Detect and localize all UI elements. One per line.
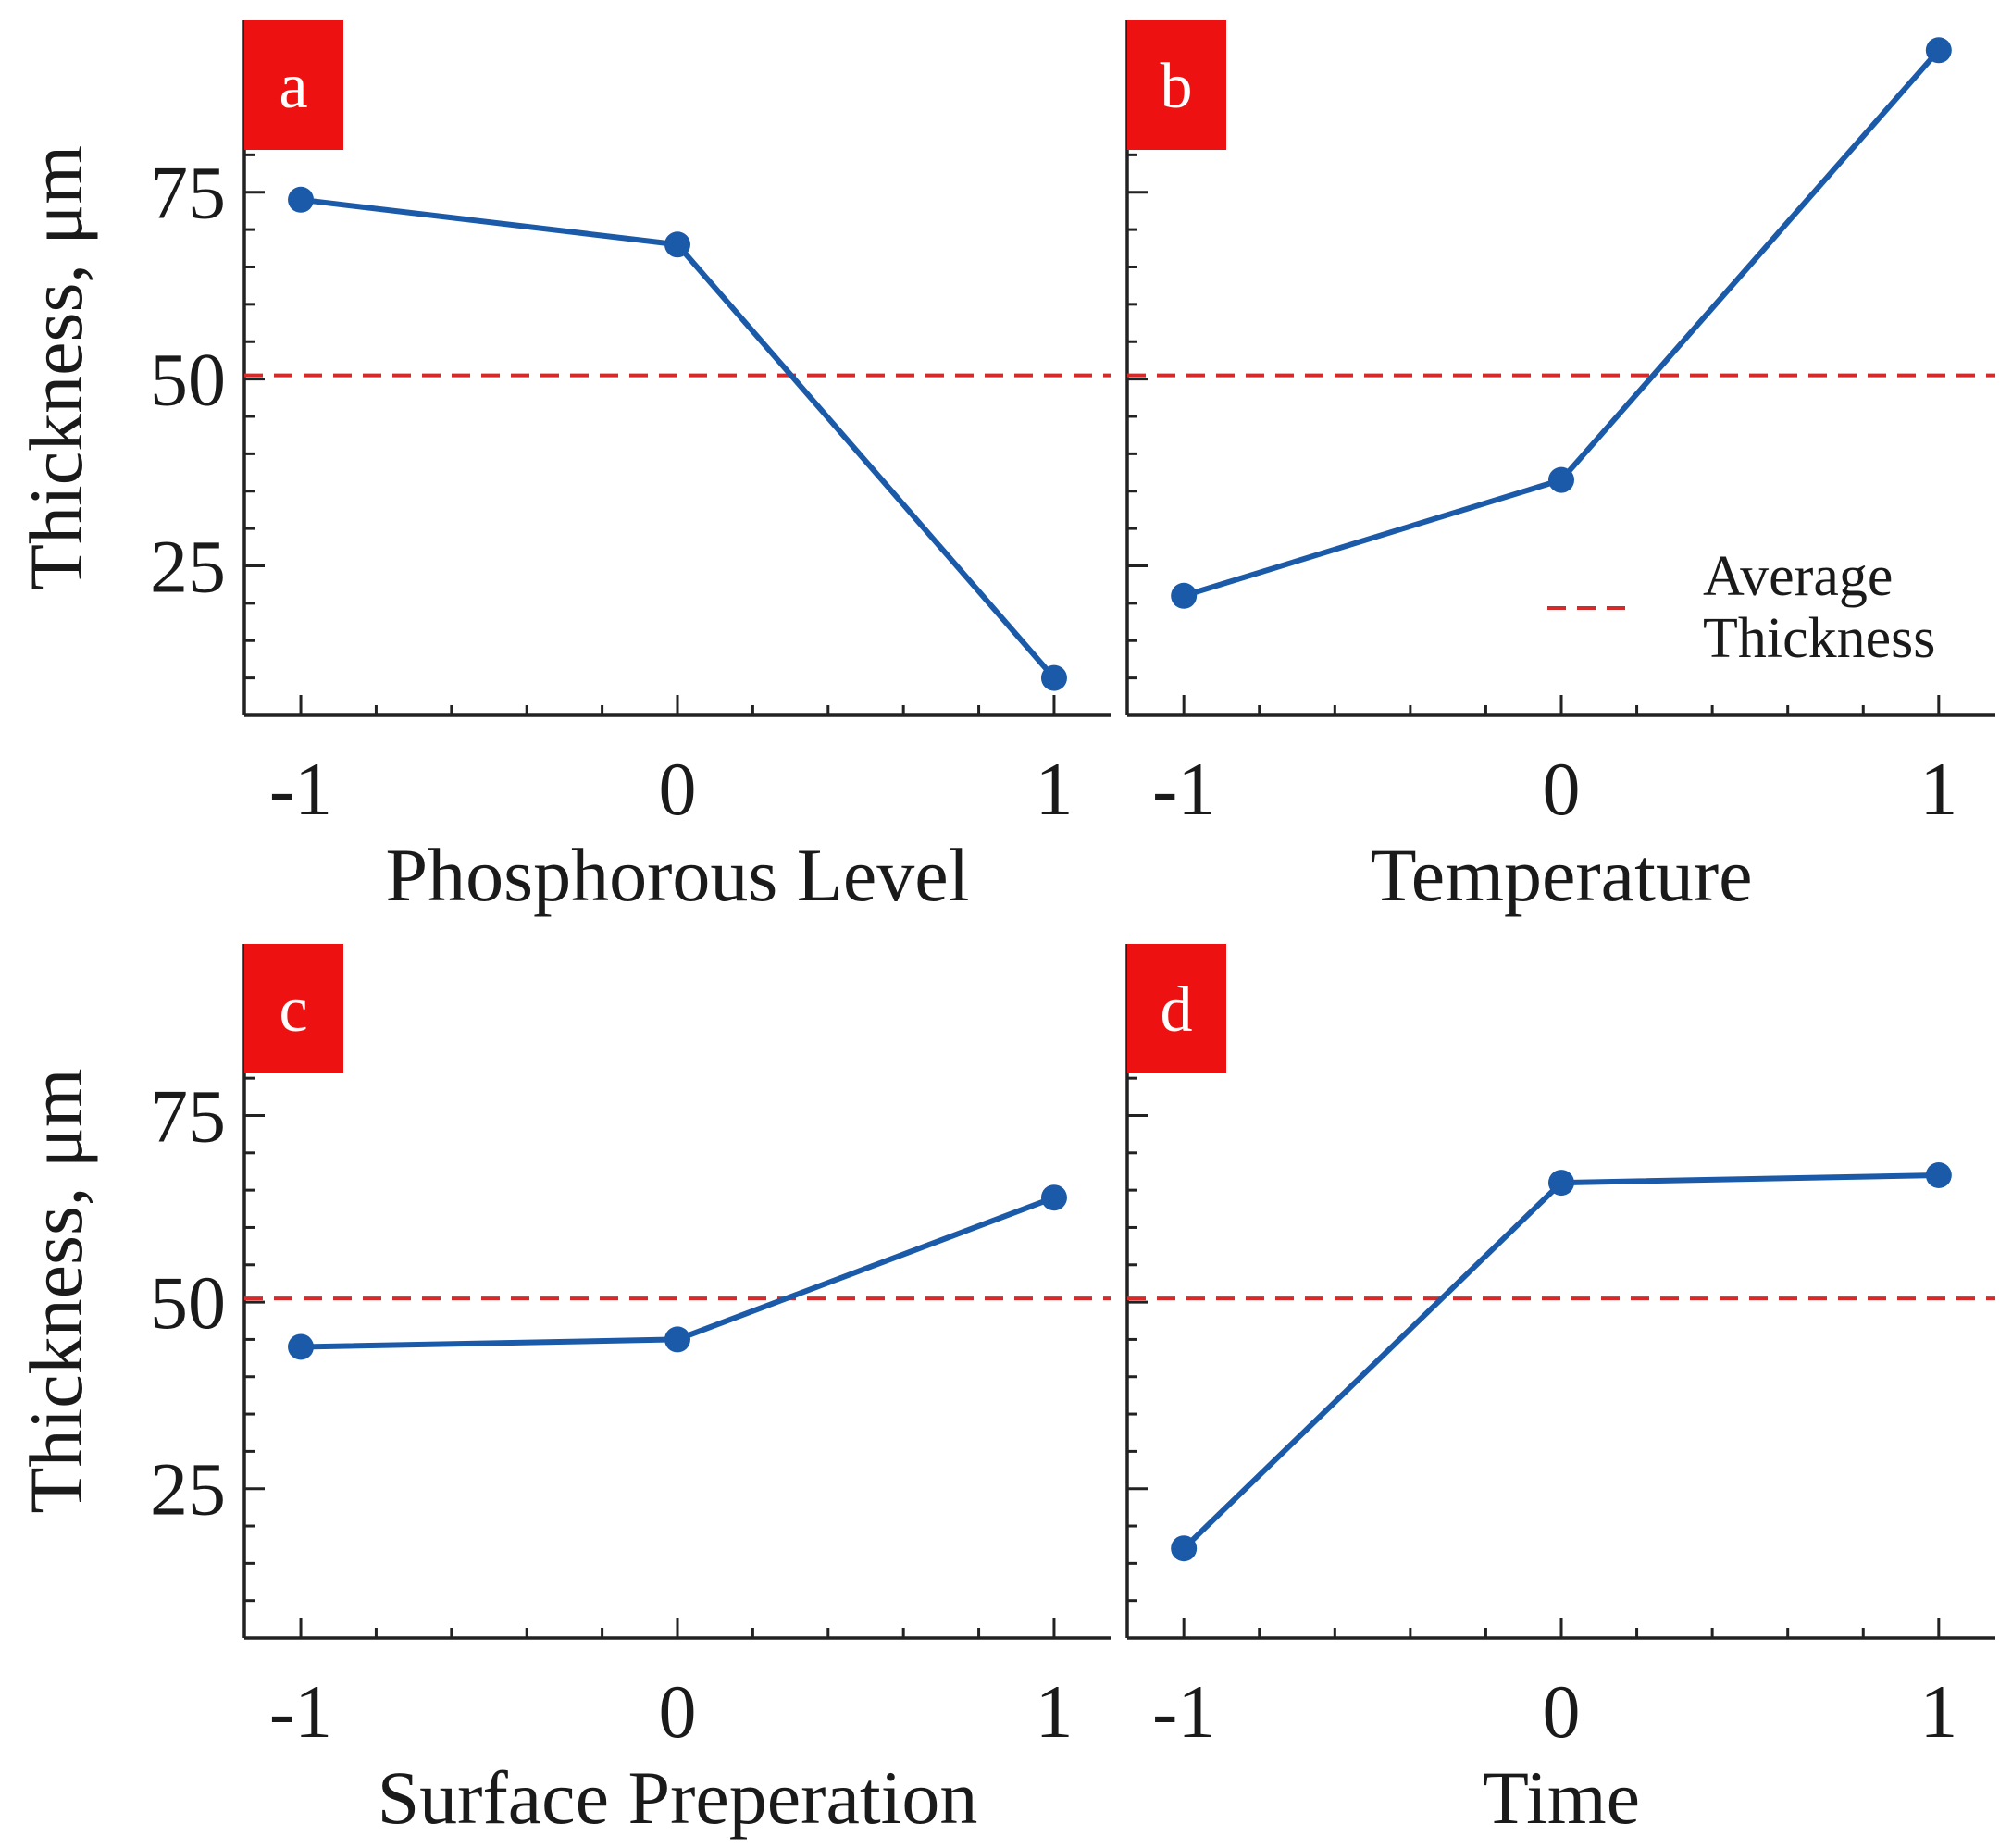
data-point: [1925, 37, 1952, 64]
x-axis-label: Phosphorous Level: [386, 833, 970, 917]
x-tick-label: 1: [1919, 747, 1957, 831]
panel-label-box: [244, 20, 343, 150]
data-point: [1040, 664, 1067, 691]
panel-label-box: [244, 944, 343, 1073]
y-axis-label: Thickness, μm: [14, 145, 98, 590]
y-axis-label: Thickness, μm: [14, 1068, 98, 1513]
x-tick-label: -1: [1152, 1669, 1215, 1754]
x-tick-label: 1: [1919, 1669, 1957, 1754]
x-axis-label: Time: [1483, 1755, 1640, 1840]
data-point: [1548, 466, 1574, 493]
x-tick-label: 0: [659, 747, 697, 831]
data-point: [1171, 1535, 1198, 1562]
panel-label: a: [279, 51, 307, 122]
series-line: [300, 1195, 1056, 1350]
panel-label: d: [1161, 974, 1193, 1046]
panel-label: c: [279, 974, 307, 1046]
panel-label: b: [1161, 51, 1193, 122]
data-point: [664, 231, 690, 258]
series-line: [1182, 1172, 1939, 1551]
data-point: [288, 186, 315, 213]
x-axis-label: Surface Preperation: [378, 1755, 978, 1840]
data-point: [1548, 1170, 1574, 1197]
legend-label-line2: Thickness: [1703, 607, 1935, 670]
y-tick-label: 50: [150, 1260, 226, 1345]
data-point: [1040, 1184, 1067, 1211]
y-tick-label: 75: [150, 1073, 226, 1158]
data-point: [664, 1326, 690, 1353]
y-tick-label: 25: [150, 524, 226, 608]
series-line: [300, 196, 1057, 680]
x-axis-label: Temperature: [1370, 833, 1752, 917]
legend-label-line1: Average: [1703, 545, 1893, 608]
x-tick-label: 1: [1035, 1669, 1073, 1754]
data-point: [1925, 1162, 1952, 1188]
series-line: [1183, 48, 1942, 599]
x-tick-label: -1: [269, 1669, 332, 1754]
panel-label-box: [1127, 944, 1226, 1073]
data-point: [288, 1333, 315, 1360]
x-tick-label: 1: [1035, 747, 1073, 831]
y-tick-label: 25: [150, 1447, 226, 1532]
chart-panel-c: 25 50 75 -1 0 1 Surface Preperation Thickness, …: [14, 944, 1111, 1840]
x-tick-label: 0: [1543, 747, 1581, 831]
y-tick-label: 75: [150, 151, 226, 235]
chart-panel-a: 25 50 75 -1 0 1 Phosphorous Level Thickness, μm…: [14, 20, 1111, 917]
x-tick-label: -1: [1152, 747, 1215, 831]
y-tick-label: 50: [150, 338, 226, 422]
data-point: [1171, 582, 1198, 609]
panel-label-box: [1127, 20, 1226, 150]
chart-panel-d: -1 0 1 Time d: [1125, 944, 1995, 1840]
x-tick-label: 0: [659, 1669, 697, 1754]
x-tick-label: 0: [1543, 1669, 1581, 1754]
x-tick-label: -1: [269, 747, 332, 831]
